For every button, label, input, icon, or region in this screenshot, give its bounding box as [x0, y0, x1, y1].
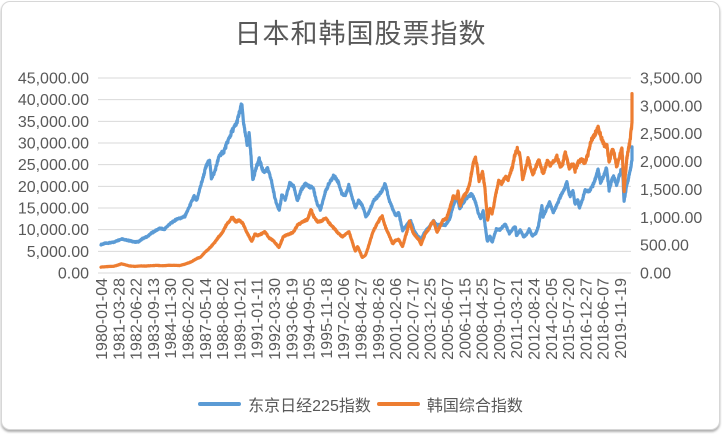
- y-axis-left-tick: 5,000.00: [27, 244, 89, 261]
- y-axis-right-tick: 2,500.00: [640, 126, 702, 143]
- x-axis-tick: 2006-11-15: [457, 278, 474, 359]
- x-axis-tick: 2015-07-20: [561, 278, 578, 360]
- y-axis-left-tick: 15,000.00: [18, 201, 89, 218]
- nikkei-legend-label: 东京日经225指数: [248, 398, 371, 415]
- y-axis-right-tick: 3,000.00: [640, 98, 702, 115]
- x-axis-tick: 2012-08-24: [527, 278, 544, 360]
- x-axis-tick: 1994-09-05: [302, 278, 319, 360]
- x-axis-tick: 2001-02-06: [388, 278, 405, 360]
- y-axis-left-tick: 10,000.00: [18, 222, 89, 239]
- chart-plot-area: 45,000.00 40,000.00 35,000.00 30,000.00 25,0…: [18, 71, 703, 360]
- nikkei-225-line: [99, 102, 634, 247]
- x-axis-tick: 1993-06-19: [284, 278, 301, 360]
- x-axis-tick: 1995-11-18: [319, 278, 336, 359]
- legend-item-kospi: 韩国综合指数: [376, 392, 523, 416]
- x-axis-tick: 2002-07-17: [405, 278, 422, 360]
- y-axis-left-tick: 0.00: [58, 266, 89, 283]
- x-axis-tick: 2008-04-25: [475, 278, 492, 360]
- x-axis-tick: 2014-02-05: [544, 278, 561, 360]
- y-axis-left-tick: 35,000.00: [18, 114, 89, 131]
- kospi-legend-swatch-line: [376, 402, 420, 406]
- x-axis-tick: 2016-12-27: [578, 278, 595, 360]
- kospi-legend-label: 韩国综合指数: [426, 398, 523, 415]
- x-axis-tick: 1981-03-28: [111, 278, 128, 360]
- x-axis-tick: 1992-03-30: [267, 278, 284, 360]
- y-axis-right-tick: 3,500.00: [640, 71, 702, 88]
- y-axis-left-tick: 45,000.00: [18, 71, 89, 88]
- x-axis-tick: 1984-11-30: [163, 278, 180, 359]
- y-axis-left-tick: 20,000.00: [18, 179, 89, 196]
- legend: 东京日经225指数 韩国综合指数: [2, 392, 719, 416]
- y-axis-left-tick: 30,000.00: [18, 136, 89, 153]
- x-axis-tick: 1997-02-06: [336, 278, 353, 360]
- x-axis-tick: 1999-08-26: [371, 278, 388, 360]
- y-axis-right-tick: 500.00: [640, 238, 689, 255]
- x-axis-tick: 2018-06-07: [596, 278, 613, 360]
- x-axis-tick: 1991-01-11: [250, 278, 267, 359]
- x-axis-tick: 1982-06-22: [129, 278, 146, 360]
- x-axis-tick: 1988-08-02: [215, 278, 232, 360]
- x-axis-tick: 1986-02-20: [181, 278, 198, 360]
- x-axis-tick: 1998-04-27: [354, 278, 371, 360]
- x-axis-tick: 2019-11-19: [613, 278, 630, 359]
- y-axis-right-tick: 1,500.00: [640, 182, 702, 199]
- chart-title: 日本和韩国股票指数: [234, 19, 487, 50]
- legend-item-nikkei: 东京日经225指数: [198, 392, 371, 416]
- x-axis-tick: 1989-10-21: [232, 278, 249, 360]
- x-axis-tick: 2009-10-07: [492, 278, 509, 360]
- x-axis-tick: 1987-05-14: [198, 278, 215, 360]
- nikkei-legend-swatch-line: [198, 402, 242, 406]
- x-axis-tick: 2003-12-25: [423, 278, 440, 360]
- y-axis-left-tick: 40,000.00: [18, 92, 89, 109]
- y-axis-right-tick: 2,000.00: [640, 154, 702, 171]
- x-axis-tick: 2005-06-07: [440, 278, 457, 360]
- x-axis-tick: 2011-03-21: [509, 278, 526, 359]
- x-axis-tick: 1983-09-13: [146, 278, 163, 360]
- y-axis-right-tick: 0.00: [640, 266, 671, 283]
- kospi-composite-line: [99, 92, 634, 269]
- x-axis-tick: 1980-01-04: [94, 278, 111, 360]
- y-axis-right-tick: 1,000.00: [640, 210, 702, 227]
- y-axis-left-tick: 25,000.00: [18, 157, 89, 174]
